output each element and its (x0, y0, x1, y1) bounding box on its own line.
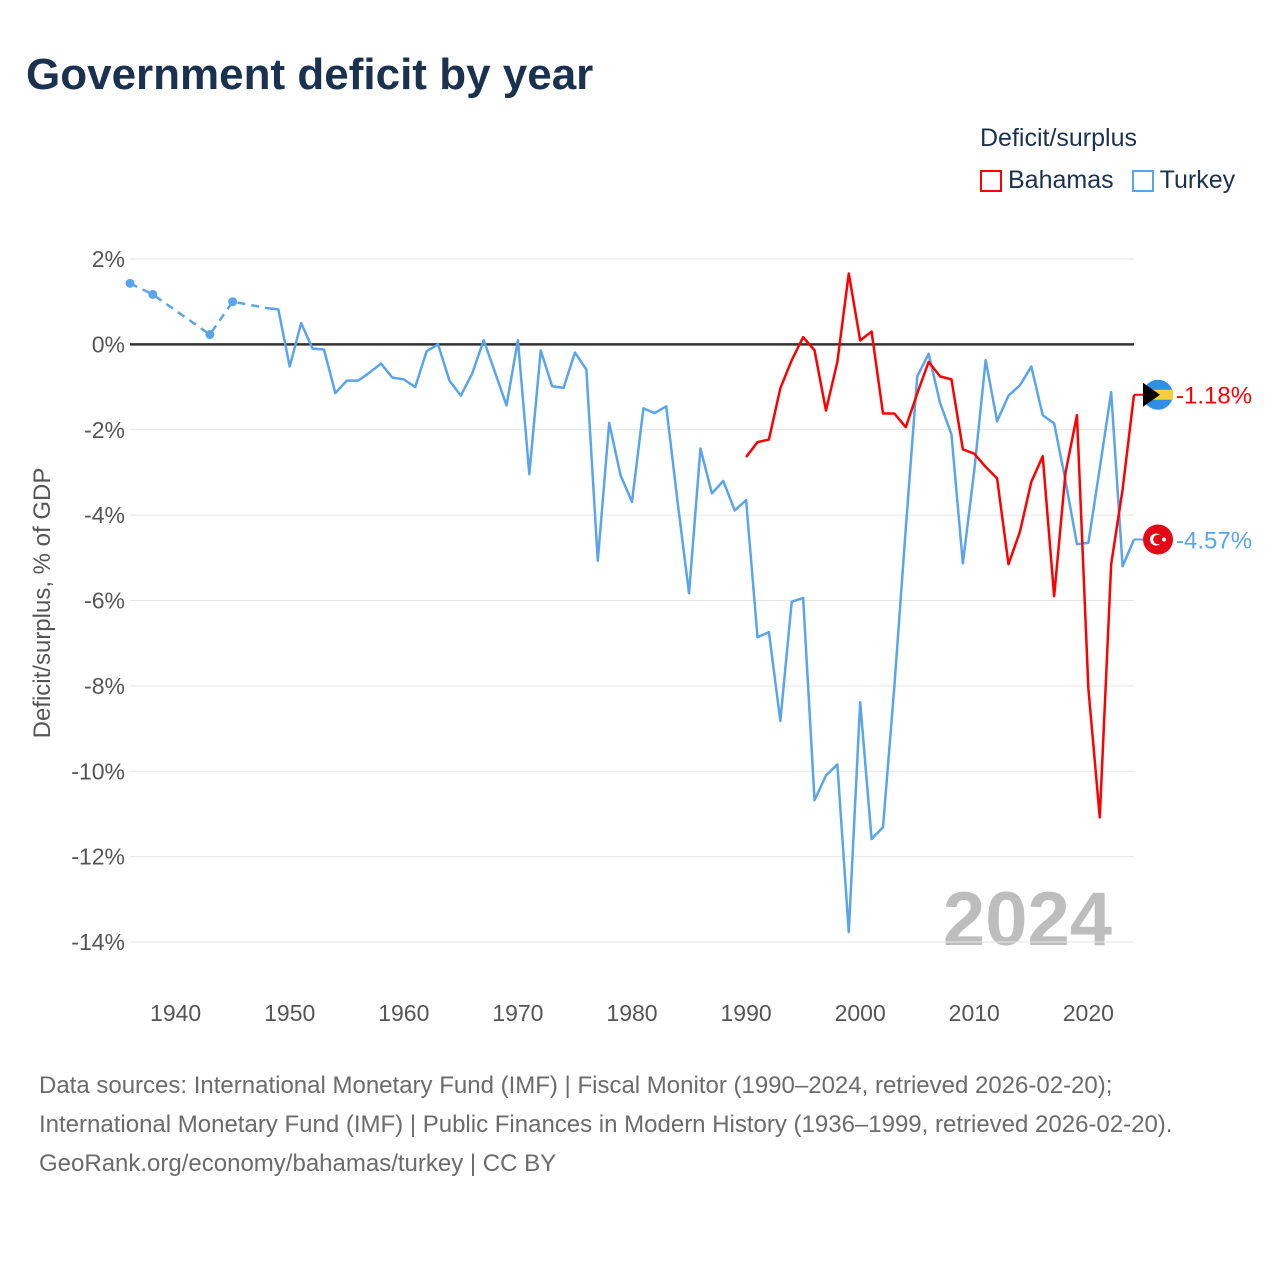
end-label-turkey: -4.57% (1176, 527, 1252, 554)
data-point-turkey (148, 289, 158, 299)
footer: Data sources: International Monetary Fun… (39, 1066, 1249, 1183)
x-tick-label: 1960 (378, 1000, 429, 1026)
y-tick-label: -14% (71, 929, 125, 955)
x-tick-label: 2020 (1063, 1000, 1114, 1026)
x-tick-label: 1990 (721, 1000, 772, 1026)
data-point-turkey (228, 297, 238, 307)
turkey-flag-star (1162, 537, 1166, 542)
y-tick-label: -10% (71, 758, 125, 784)
series-line-turkey-dashed (129, 282, 268, 337)
y-tick-label: -4% (84, 502, 125, 528)
data-point-turkey (125, 278, 135, 288)
series-line-turkey (266, 306, 1136, 934)
x-tick-label: 1950 (264, 1000, 315, 1026)
end-label-bahamas: -1.18% (1176, 383, 1252, 410)
y-tick-label: 0% (92, 331, 125, 357)
bahamas-flag-triangle (1143, 382, 1160, 407)
y-tick-label: -8% (84, 673, 125, 699)
legend-item-turkey[interactable]: Turkey (1131, 166, 1236, 195)
turkey-flag-crescent-inner (1153, 534, 1163, 545)
series-line-bahamas (745, 272, 1136, 819)
data-point-turkey (205, 330, 215, 340)
legend-label-turkey: Turkey (1159, 166, 1236, 194)
legend: Bahamas Turkey (980, 166, 1235, 195)
x-tick-label: 2000 (835, 1000, 886, 1026)
legend-label-bahamas: Bahamas (1008, 166, 1114, 194)
x-tick-label: 2010 (949, 1000, 1000, 1026)
legend-swatch-turkey (1131, 169, 1154, 192)
year-watermark: 2024 (943, 877, 1112, 962)
credit-link[interactable]: GeoRank.org/economy/bahamas/turkey | CC … (39, 1150, 557, 1177)
y-axis-label: Deficit/surplus, % of GDP (29, 468, 56, 739)
y-tick-label: 2% (92, 246, 125, 272)
chart-title: Government deficit by year (26, 50, 594, 99)
x-tick-label: 1970 (492, 1000, 543, 1026)
x-tick-label: 1980 (606, 1000, 657, 1026)
x-tick-label: 1940 (150, 1000, 201, 1026)
data-sources: Data sources: International Monetary Fun… (39, 1072, 1173, 1138)
legend-swatch-bahamas (980, 169, 1002, 192)
legend-title: Deficit/surplus (980, 124, 1137, 152)
y-tick-label: -12% (71, 844, 125, 870)
y-tick-label: -2% (84, 417, 125, 443)
y-tick-label: -6% (84, 588, 125, 614)
legend-item-bahamas[interactable]: Bahamas (980, 166, 1114, 195)
